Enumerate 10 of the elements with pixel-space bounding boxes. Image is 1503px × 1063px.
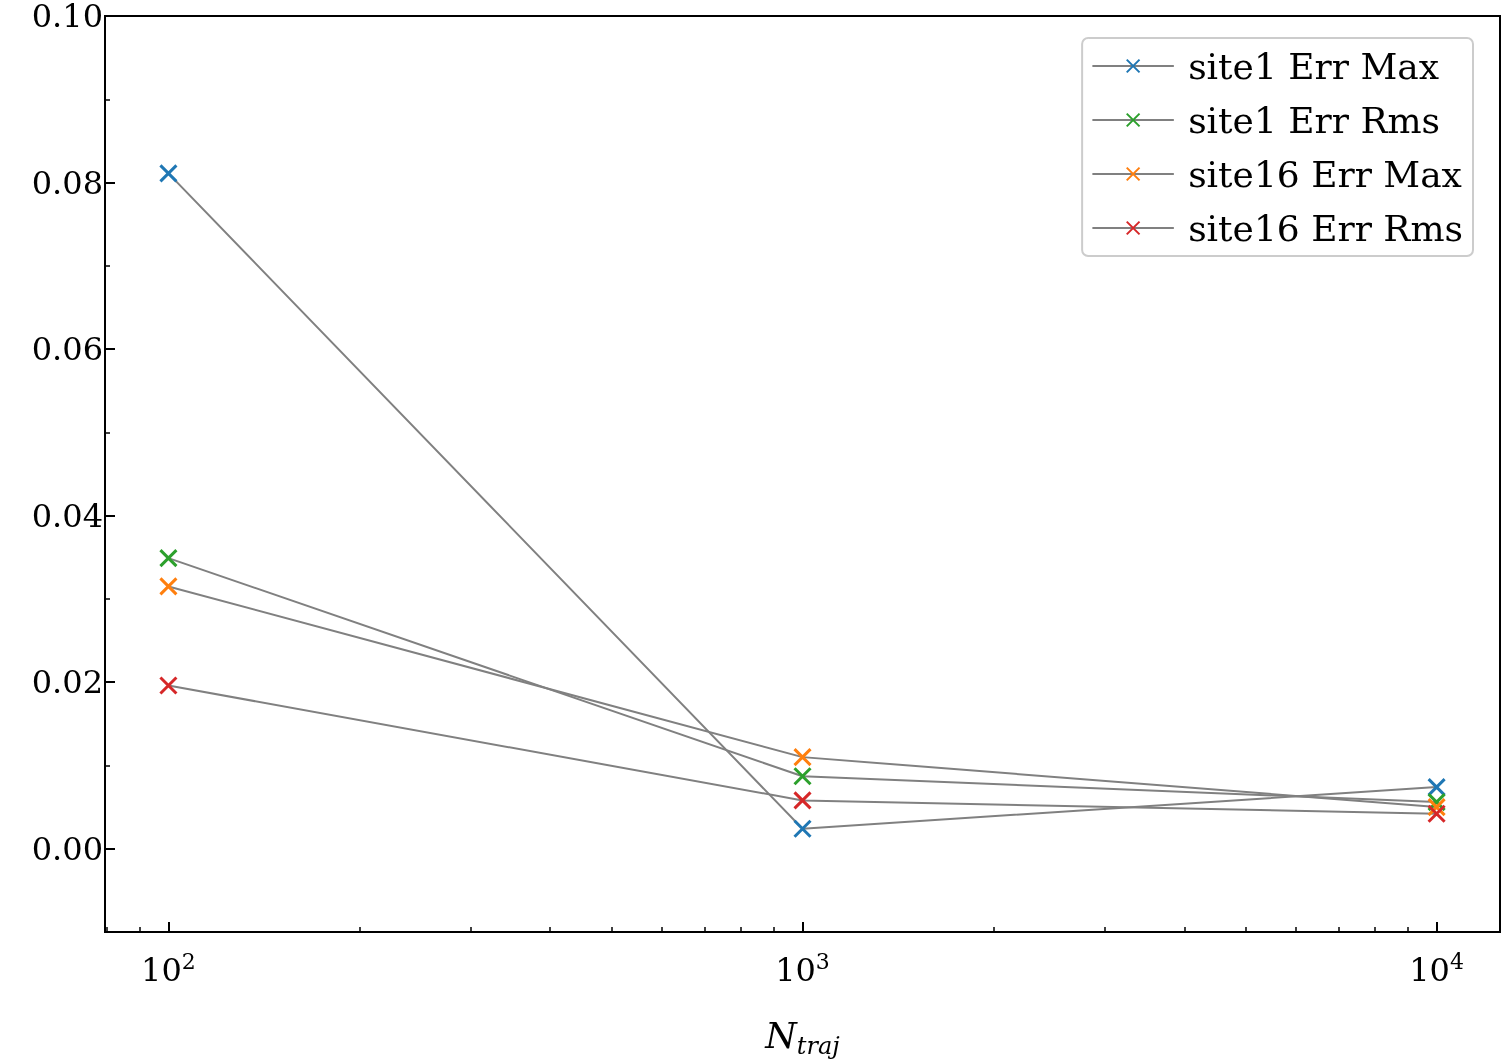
legend-label: site1 Err Max bbox=[1188, 45, 1440, 87]
y-tick-label: 0.02 bbox=[31, 663, 103, 702]
y-tick-label: 0.06 bbox=[31, 330, 103, 369]
y-tick-label: 0.08 bbox=[31, 163, 103, 202]
legend-label: site1 Err Rms bbox=[1188, 99, 1441, 141]
legend-label: site16 Err Max bbox=[1188, 153, 1462, 195]
legend-label: site16 Err Rms bbox=[1188, 207, 1464, 249]
y-tick-label: 0.00 bbox=[31, 829, 103, 868]
y-tick-label: 0.04 bbox=[31, 496, 103, 535]
y-tick-label: 0.10 bbox=[31, 0, 103, 35]
